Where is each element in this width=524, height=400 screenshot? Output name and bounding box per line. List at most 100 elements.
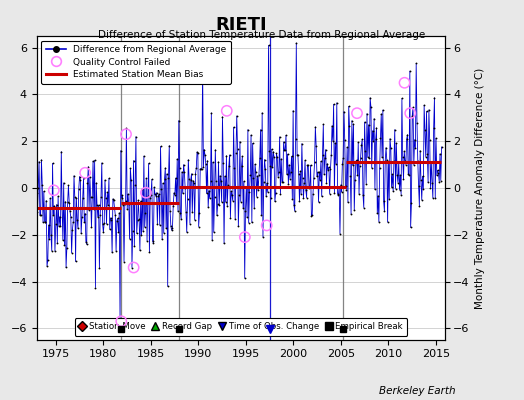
Point: [96, 211, 104, 218]
Point: [100, 220, 108, 226]
Point: [376, 165, 384, 171]
Point: [413, 120, 421, 126]
Point: [102, 221, 111, 227]
Point: [88, 224, 96, 231]
Point: [253, 173, 261, 179]
Point: [233, 146, 242, 152]
Point: [296, 168, 304, 174]
Point: [393, 171, 401, 178]
Point: [304, 162, 312, 168]
Point: [182, 229, 191, 235]
Point: [133, 217, 141, 224]
Point: [201, 152, 209, 158]
Point: [58, 205, 66, 212]
Point: [377, 111, 386, 117]
Point: [57, 148, 66, 155]
Point: [347, 211, 355, 217]
Point: [259, 179, 268, 185]
Point: [110, 197, 118, 203]
Point: [274, 173, 282, 180]
Title: RIETI: RIETI: [215, 16, 267, 34]
Point: [74, 225, 82, 232]
Point: [309, 191, 317, 197]
Point: [233, 113, 241, 119]
Point: [241, 208, 249, 214]
Point: [42, 197, 50, 204]
Point: [82, 238, 90, 245]
Point: [40, 188, 48, 194]
Point: [122, 125, 130, 132]
Point: [102, 195, 110, 201]
Point: [162, 225, 170, 231]
Point: [119, 202, 127, 209]
Point: [299, 174, 307, 181]
Point: [207, 110, 215, 116]
Point: [187, 170, 195, 177]
Point: [367, 165, 376, 171]
Point: [226, 214, 235, 221]
Point: [341, 136, 349, 143]
Point: [222, 152, 231, 159]
Point: [94, 214, 102, 220]
Point: [307, 213, 315, 220]
Point: [129, 264, 138, 271]
Point: [403, 132, 412, 138]
Point: [216, 172, 224, 179]
Point: [238, 153, 246, 160]
Point: [142, 190, 150, 196]
Point: [181, 185, 189, 192]
Point: [265, 148, 274, 154]
Point: [170, 190, 178, 196]
Point: [125, 201, 133, 208]
Point: [353, 110, 361, 116]
Point: [210, 229, 218, 235]
Point: [158, 236, 166, 243]
Point: [431, 195, 440, 201]
Point: [147, 192, 155, 198]
Point: [68, 226, 77, 233]
Point: [397, 191, 405, 198]
Point: [246, 172, 255, 178]
Point: [378, 154, 386, 160]
Point: [34, 209, 42, 215]
Point: [316, 177, 324, 183]
Point: [148, 176, 156, 183]
Point: [187, 177, 195, 184]
Point: [191, 217, 199, 223]
Point: [132, 134, 140, 140]
Point: [370, 186, 379, 193]
Point: [79, 195, 87, 201]
Point: [117, 147, 125, 154]
Point: [367, 104, 375, 110]
Point: [343, 144, 351, 150]
Point: [318, 193, 326, 200]
Point: [185, 220, 194, 227]
Point: [305, 185, 313, 191]
Point: [310, 159, 319, 166]
Point: [332, 161, 340, 167]
Point: [281, 147, 289, 154]
Point: [352, 158, 360, 164]
Point: [269, 148, 278, 155]
Point: [130, 243, 138, 249]
Point: [205, 195, 214, 202]
Point: [48, 248, 56, 254]
Point: [388, 171, 397, 178]
Point: [178, 169, 186, 175]
Point: [293, 152, 301, 158]
Point: [179, 190, 187, 196]
Point: [112, 248, 121, 254]
Point: [104, 202, 112, 208]
Point: [258, 110, 266, 116]
Point: [92, 180, 101, 186]
Point: [372, 125, 380, 131]
Point: [270, 154, 278, 160]
Point: [390, 158, 398, 164]
Point: [129, 157, 138, 164]
Point: [121, 201, 129, 207]
Point: [105, 226, 114, 232]
Point: [248, 219, 256, 226]
Point: [48, 160, 57, 166]
Point: [273, 154, 281, 161]
Point: [263, 180, 271, 187]
